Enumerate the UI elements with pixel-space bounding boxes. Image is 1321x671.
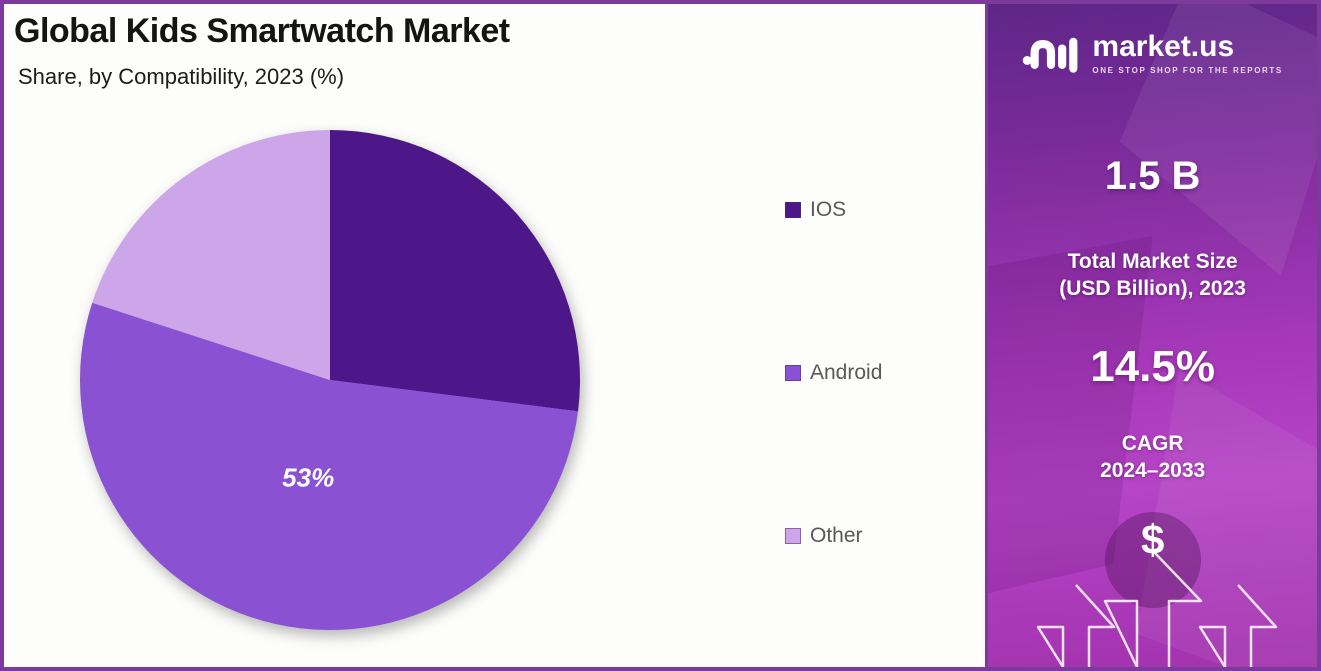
marketus-logo: market.us ONE STOP SHOP FOR THE REPORTS [988, 30, 1317, 76]
ios-swatch-icon [785, 202, 801, 218]
chart-panel: Global Kids Smartwatch Market Share, by … [4, 4, 989, 667]
chart-legend: IOS Android Other [785, 198, 882, 548]
pie-slice-android [79, 302, 579, 631]
brand-sidebar: market.us ONE STOP SHOP FOR THE REPORTS … [988, 4, 1317, 667]
other-swatch-icon [785, 528, 801, 544]
legend-item-ios: IOS [785, 198, 882, 222]
dollar-circle-decoration [1104, 512, 1201, 608]
cagr-label-line1: CAGR [1121, 432, 1184, 455]
cagr-label-line2: 2024–2033 [1100, 459, 1206, 483]
page-title: Global Kids Smartwatch Market [14, 12, 510, 50]
pie-slice-label: 53% [282, 463, 334, 493]
dollar-icon: $ [1140, 516, 1165, 563]
legend-label-android: Android [810, 361, 883, 384]
pie-chart: 53% [76, 126, 584, 634]
pie-slice-other [92, 130, 331, 380]
marketus-logo-icon [1023, 37, 1078, 73]
pie-chart-svg: 53% [79, 130, 581, 631]
legend-item-other: Other [785, 524, 882, 548]
market-size-label-line1: Total Market Size [1067, 250, 1238, 273]
brand-text-block: market.us ONE STOP SHOP FOR THE REPORTS [1092, 29, 1283, 75]
cagr-value: 14.5% [1090, 342, 1215, 391]
market-size-label: Total Market Size (USD Billion), 2023 [988, 248, 1317, 303]
legend-label-other: Other [810, 524, 863, 547]
market-size-value: 1.5 B [1104, 154, 1201, 198]
growth-arrows-icon [1037, 550, 1278, 667]
android-swatch-icon [785, 365, 801, 381]
brand-name: market.us [1092, 29, 1235, 63]
legend-item-android: Android [785, 361, 882, 385]
market-size-label-line2: (USD Billion), 2023 [1059, 277, 1246, 301]
pie-slice-ios [330, 130, 581, 412]
chart-subtitle: Share, by Compatibility, 2023 (%) [18, 64, 345, 89]
brand-tagline: ONE STOP SHOP FOR THE REPORTS [1092, 65, 1283, 75]
legend-label-ios: IOS [810, 198, 847, 221]
cagr-label: CAGR 2024–2033 [988, 430, 1317, 485]
